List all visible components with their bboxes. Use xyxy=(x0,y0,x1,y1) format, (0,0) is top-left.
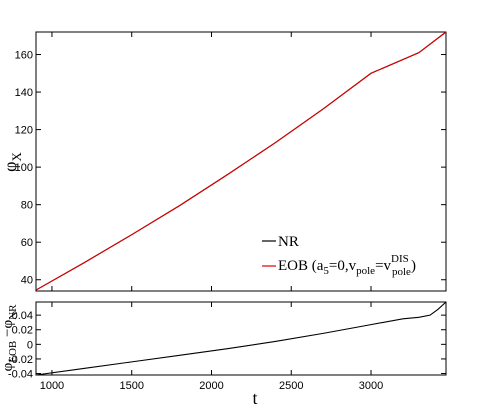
top-ylabel-main: φ xyxy=(0,162,20,172)
top-series-1-line xyxy=(35,31,447,291)
top-ytick-label: 100 xyxy=(15,162,33,174)
bottom-xtick-label: 2500 xyxy=(279,380,303,392)
phase-diff-panel: -0.04 -0.02 0 0.02 0.04 1000 1500 2000 2500 3000… xyxy=(0,301,447,408)
legend-eob-p3sub: pole xyxy=(392,266,411,278)
legend-eob-p4: ) xyxy=(411,258,416,274)
top-ytick-label: 120 xyxy=(15,125,33,137)
top-ytick-label: 80 xyxy=(21,200,33,212)
bottom-y-axis-label: φEOB −φNR xyxy=(0,304,19,371)
bottom-y-ticks: -0.04 -0.02 0 0.02 0.04 xyxy=(8,310,446,381)
legend-eob-p1sub: 5 xyxy=(323,265,329,277)
bottom-x-ticks: 1000 1500 2000 2500 3000 xyxy=(40,302,383,392)
bottom-ylabel-main: φ xyxy=(0,362,16,371)
legend-eob-p2: =0,v xyxy=(329,258,357,274)
bottom-ytick-label: 0.04 xyxy=(12,310,33,322)
bottom-ylabel-sub1: EOB xyxy=(7,341,19,363)
top-x-ticks xyxy=(51,32,372,291)
bottom-ytick-label: -0.02 xyxy=(8,354,33,366)
legend-eob-p2sub: pole xyxy=(356,265,375,277)
legend-label-eob: EOB (a5=0,vpole=vDIS pole) xyxy=(278,253,416,278)
top-ytick-label: 60 xyxy=(21,237,33,249)
top-series-group xyxy=(35,31,447,291)
top-ytick-label: 40 xyxy=(21,275,33,287)
top-plot-frame xyxy=(35,31,447,292)
bottom-xtick-label: 1500 xyxy=(119,380,143,392)
bottom-xtick-label: 1000 xyxy=(40,380,64,392)
bottom-ytick-label: 0 xyxy=(27,339,33,351)
top-y-ticks: 40 60 80 100 120 140 160 xyxy=(15,50,446,287)
bottom-ylabel-sub2: NR xyxy=(7,304,19,320)
x-axis-label: t xyxy=(252,388,257,408)
bottom-ylabel-mid: −φ xyxy=(0,320,16,341)
bottom-series-group xyxy=(35,301,447,376)
top-ytick-label: 160 xyxy=(15,50,33,62)
bottom-ytick-label: -0.04 xyxy=(8,369,33,381)
bottom-series-0-line xyxy=(35,301,447,376)
legend-eob-p3sup: DIS xyxy=(391,253,409,265)
top-y-axis-label: φX xyxy=(0,152,24,172)
bottom-ytick-label: 0.02 xyxy=(12,325,33,337)
bottom-xtick-label: 2000 xyxy=(199,380,223,392)
legend: NR EOB (a5=0,vpole=vDIS pole) xyxy=(262,234,416,278)
top-series-0-line xyxy=(35,31,447,291)
bottom-xtick-label: 3000 xyxy=(359,380,383,392)
top-ytick-label: 140 xyxy=(15,87,33,99)
bottom-plot-frame xyxy=(35,301,447,376)
legend-eob-p1: EOB (a xyxy=(278,258,324,274)
legend-label-nr: NR xyxy=(278,234,299,250)
legend-eob-p3: =v xyxy=(375,258,391,274)
top-ylabel-sub: X xyxy=(9,152,24,162)
